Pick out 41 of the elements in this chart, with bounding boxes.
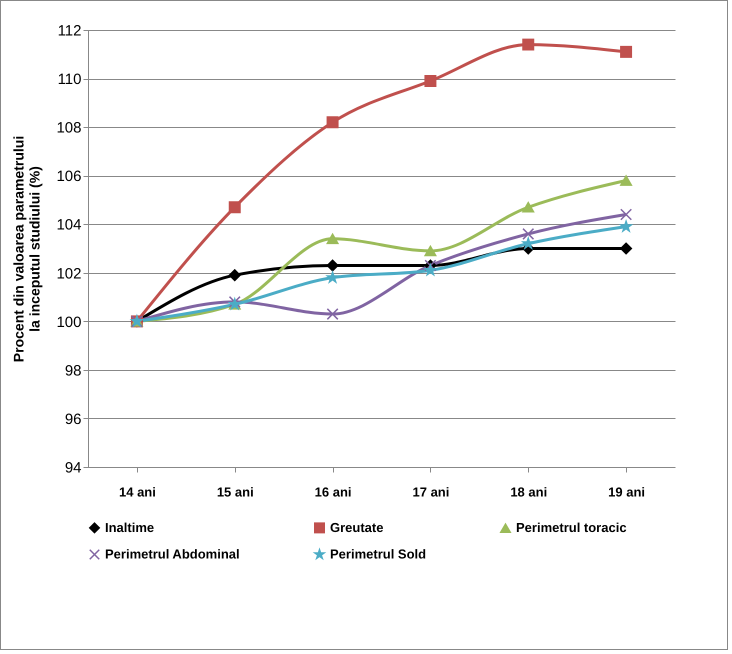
point [522,238,534,249]
legend-label: Greutate [330,520,384,535]
point [228,201,241,214]
y-tick-label: 94 [64,460,82,476]
point [326,260,339,272]
point [522,38,534,51]
y-axis-title: Procent din valoarea parametrului la inceputul studiului (%) [10,136,42,362]
x-tick-label: 16 ani [314,484,352,500]
y-tick-label: 102 [56,265,82,282]
point [228,269,241,282]
legend-label: Inaltime [105,520,154,535]
x-tick-label: 18 ani [510,484,548,500]
x-tick-label: 17 ani [412,484,450,500]
y-tick-label: 110 [58,71,82,88]
point [326,272,338,283]
y-tick-label: 100 [56,314,82,331]
y-tick-label: 96 [64,410,82,428]
y-tick-label: 98 [64,362,82,380]
point [424,264,436,276]
point [620,242,632,254]
point [522,228,534,240]
y-tick-label: 104 [56,216,82,234]
x-tick-label: 14 ani [118,484,156,500]
legend-label: Perimetrul toracic [516,520,627,536]
point [620,220,632,232]
x-tick-label: 19 ani [608,484,646,500]
x-tick-label: 15 ani [216,484,254,500]
point [326,234,339,244]
legend-label: Perimetrul Abdominal [105,546,240,562]
point [326,116,339,128]
legend-label: Perimetrul Sold [330,546,426,562]
point [522,202,534,213]
y-tick-label: 112 [58,22,82,40]
point [326,308,339,320]
point [424,246,436,256]
point [620,175,632,186]
y-tick-label: 106 [56,168,82,186]
y-tick-label: 108 [56,120,82,137]
point [620,208,632,221]
point [620,46,632,58]
point [424,74,436,87]
